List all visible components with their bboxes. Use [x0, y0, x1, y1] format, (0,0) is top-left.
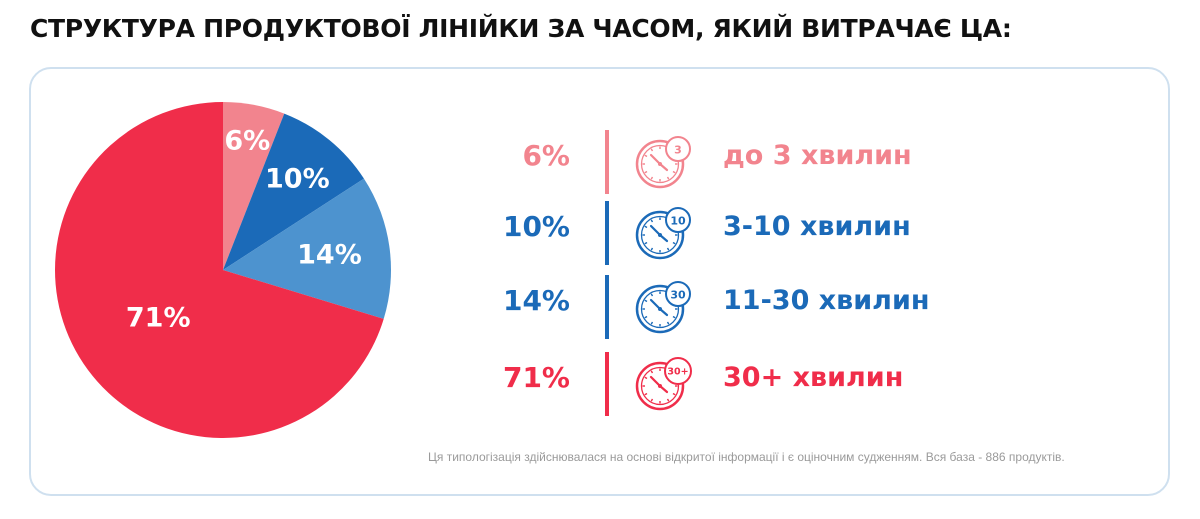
legend-row-under-3: 6% 3 до 3 хвилин: [470, 130, 990, 194]
legend-percent: 71%: [502, 361, 570, 394]
svg-text:3: 3: [674, 144, 682, 157]
clock-30plus-icon: 30+: [635, 357, 692, 411]
legend-label: 30+ хвилин: [723, 362, 904, 393]
slice-11-30: [223, 178, 391, 319]
slice-30-plus: [55, 102, 384, 438]
legend-row-30-plus: 71% 30+ 30+ хвилин: [470, 352, 990, 416]
legend-label: 11-30 хвилин: [723, 285, 930, 316]
pie-label-3-10: 10%: [265, 163, 330, 194]
pie-label-11-30: 14%: [297, 239, 362, 270]
svg-text:10: 10: [670, 215, 686, 228]
clock-10-icon: 10: [635, 207, 691, 260]
legend-label: 3-10 хвилин: [723, 211, 911, 242]
legend-row-3-10: 10% 10 3-10 хвилин: [470, 201, 990, 265]
page-title: СТРУКТУРА ПРОДУКТОВОЇ ЛІНІЙКИ ЗА ЧАСОМ, …: [30, 14, 1012, 43]
legend-divider: [605, 201, 609, 265]
slice-under-3: [223, 102, 285, 270]
legend-divider: [605, 130, 609, 194]
legend-percent: 14%: [502, 284, 570, 317]
svg-text:30: 30: [670, 289, 686, 302]
legend-divider: [605, 352, 609, 416]
clock-30-icon: 30: [635, 281, 691, 334]
legend-label: до 3 хвилин: [723, 140, 912, 171]
footnote: Ця типологізація здійснювалася на основі…: [428, 450, 1065, 464]
slice-3-10: [223, 113, 364, 270]
pie-chart: 6% 10% 14% 71%: [55, 102, 391, 438]
svg-text:30+: 30+: [667, 367, 688, 378]
legend-percent: 6%: [522, 139, 570, 172]
legend-row-11-30: 14% 30 11-30 хвилин: [470, 275, 990, 339]
clock-3-icon: 3: [635, 136, 691, 189]
legend-percent: 10%: [502, 210, 570, 243]
pie-label-under-3: 6%: [224, 126, 270, 157]
pie-label-30-plus: 71%: [126, 303, 191, 334]
legend-divider: [605, 275, 609, 339]
